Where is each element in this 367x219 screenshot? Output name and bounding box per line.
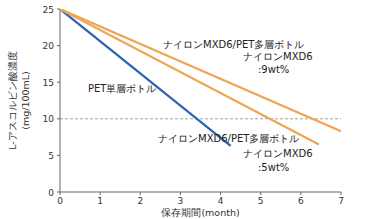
series-label: ナイロンMXD6 — [243, 148, 313, 159]
y-tick — [57, 9, 60, 10]
series-label: :5wt% — [258, 162, 289, 173]
series-label: ナイロンMXD6 — [243, 51, 313, 62]
threshold-line — [60, 118, 341, 119]
chart: 0 5 10 15 20 25 0 1 2 3 4 5 6 7 保存期間(month) L-アスコルビン酸濃度… — [0, 0, 367, 219]
x-axis — [60, 192, 341, 193]
series-label: PET単層ボトル — [88, 83, 156, 94]
x-tick — [100, 192, 101, 195]
x-tick — [140, 192, 141, 195]
y-tick-label: 0 — [48, 188, 54, 198]
x-tick-label: 5 — [258, 196, 264, 206]
x-tick-label: 3 — [178, 196, 184, 206]
series-label: :9wt% — [258, 64, 289, 75]
y-tick — [57, 45, 60, 46]
x-tick — [220, 192, 221, 195]
y-tick — [57, 155, 60, 156]
x-tick-label: 7 — [338, 196, 344, 206]
y-tick-label: 10 — [43, 114, 55, 124]
x-tick — [260, 192, 261, 195]
series-line — [60, 9, 319, 144]
series-line — [60, 9, 231, 146]
y-tick-label: 20 — [43, 41, 55, 51]
y-axis — [60, 9, 61, 192]
x-tick-label: 0 — [57, 196, 63, 206]
x-tick — [300, 192, 301, 195]
x-tick-label: 6 — [298, 196, 304, 206]
series-label: ナイロンMXD6/PET多層ボトル — [158, 133, 299, 144]
x-tick-label: 2 — [137, 196, 143, 206]
y-tick — [57, 118, 60, 119]
x-tick — [180, 192, 181, 195]
x-tick — [60, 192, 61, 195]
y-tick-label: 15 — [43, 78, 54, 88]
y-axis-label: (mg/100mL) — [20, 71, 31, 130]
x-tick-label: 1 — [97, 196, 103, 206]
series-line — [60, 9, 341, 131]
x-axis-label: 保存期間(month) — [161, 207, 239, 218]
y-tick — [57, 82, 60, 83]
series-label: ナイロンMXD6/PET多層ボトル — [163, 39, 304, 50]
series-group — [60, 9, 341, 146]
x-tick — [341, 192, 342, 195]
x-tick-label: 4 — [218, 196, 224, 206]
y-tick-label: 25 — [43, 5, 54, 15]
y-tick-label: 5 — [48, 151, 54, 161]
y-axis-label: L-アスコルビン酸濃度 — [7, 51, 18, 150]
